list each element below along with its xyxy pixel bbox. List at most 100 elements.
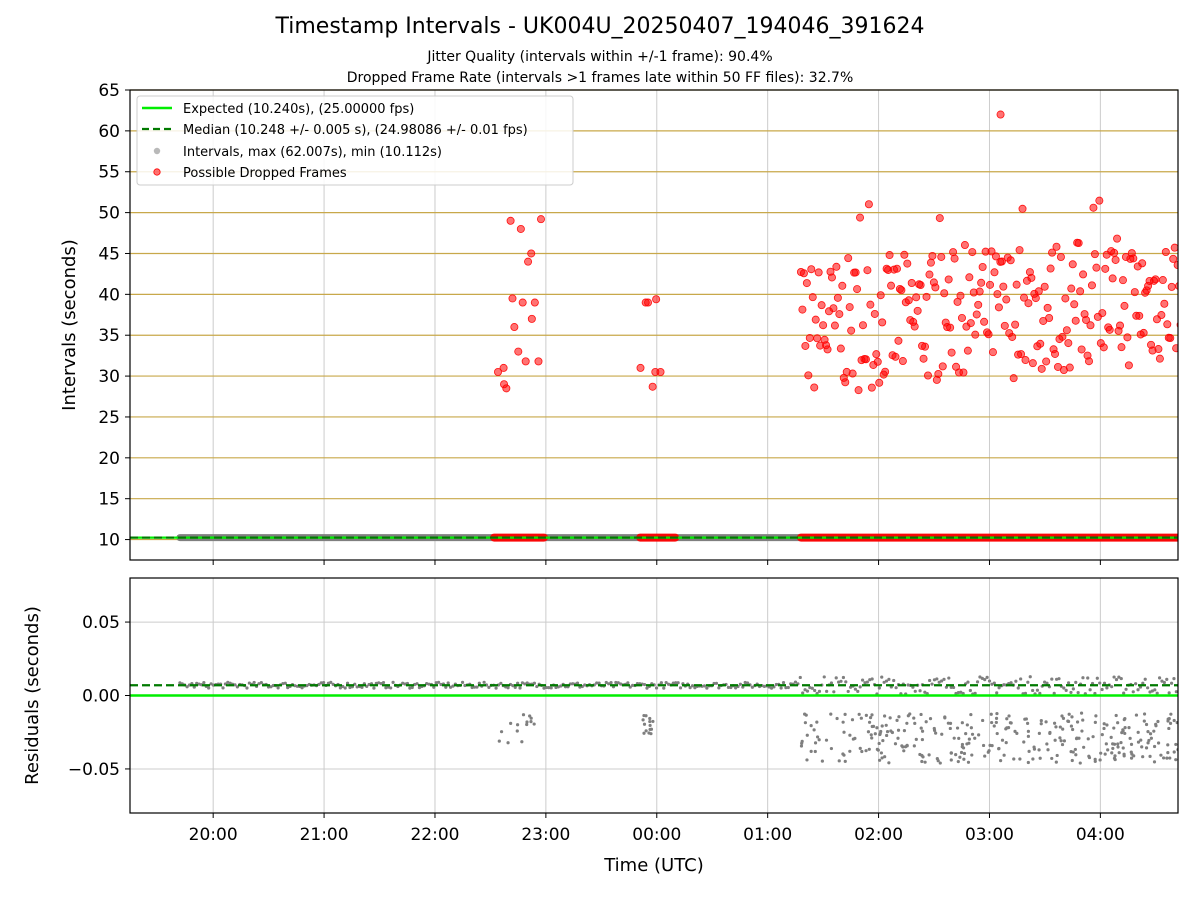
dropped-frame-point [957,313,966,322]
dropped-frame-point [950,254,959,263]
residual-point [978,675,982,679]
residual-point [1134,682,1138,686]
residual-point [1127,725,1131,730]
residual-point [257,682,261,686]
residual-point [902,749,906,753]
residual-point [890,730,895,735]
residual-point [178,681,182,685]
dropped-frame-point [960,241,969,250]
residual-point [934,731,938,735]
residual-point [1076,691,1080,695]
residual-point [518,686,522,690]
residual-point [1142,719,1146,723]
dropped-frame-point [652,295,661,304]
residual-point [1002,683,1006,687]
residual-point [649,727,654,731]
top-y-tick-label: 20 [98,449,120,469]
residual-point [209,682,213,686]
residual-point [969,726,973,730]
dropped-frame-point [1161,248,1170,257]
residual-point [734,686,738,690]
residual-point [644,729,648,733]
dropped-frame-point [903,259,912,268]
dropped-frame-point [881,367,890,376]
residual-point [848,749,852,753]
dropped-frame-point [1061,294,1070,303]
residual-point [817,738,821,742]
residual-point [897,715,901,719]
residual-point [1070,758,1074,763]
residual-point [676,681,680,685]
dropped-frame-point [894,336,903,345]
residual-point [1071,727,1075,732]
dropped-frame-point [1135,311,1144,320]
residual-point [487,685,491,690]
residual-point [1074,680,1078,684]
dropped-frame-point [1111,255,1120,264]
dropped-frame-point [1042,357,1051,366]
residual-point [1152,729,1156,733]
residual-point [966,760,971,764]
residual-point [607,682,611,686]
dropped-frame-point [1064,339,1073,348]
residual-point [906,683,910,687]
residual-point [949,758,953,762]
dropped-frame-point [805,333,814,342]
dropped-frame-point [807,265,816,274]
dropped-frame-point [1043,303,1052,312]
dropped-frame-point [527,249,536,258]
residual-point [1061,716,1066,720]
residual-point [506,741,510,745]
residual-point [995,711,999,716]
residual-point [870,677,874,681]
residual-point [919,712,923,717]
dropped-frame-point [1129,254,1138,263]
residual-point [923,760,927,764]
top-y-tick-label: 45 [98,244,120,264]
dropped-frame-point [904,296,913,305]
residual-point [207,686,211,690]
dropped-frame-point [1172,344,1178,353]
residual-point [973,691,977,695]
dropped-frame-point [1000,321,1009,330]
residual-point [1070,715,1074,719]
bottom-y-tick-label: 0.05 [82,613,120,633]
residual-point [815,691,819,696]
dropped-frame-point [897,286,906,295]
residual-point [1136,688,1140,692]
residual-point [745,681,750,685]
dropped-frame-point [1118,276,1127,285]
residual-point [559,684,563,688]
residual-point [1165,677,1169,681]
residual-point [648,719,652,724]
dropped-frame-point [1052,242,1061,251]
residual-point [626,681,630,685]
dropped-frame-point [502,384,511,393]
residual-point [1144,746,1149,750]
dropped-frame-point [971,330,980,339]
dropped-frame-point [1124,361,1133,370]
residual-point [1119,740,1123,745]
residual-point [1098,681,1102,685]
residual-point [951,685,956,690]
residual-point [774,682,778,687]
residual-point [810,686,814,690]
residual-point [900,744,904,748]
residual-point [1093,691,1097,696]
dropped-frame-point [994,303,1003,312]
residual-point [793,680,798,684]
residual-point [714,681,719,685]
residual-point [842,730,846,734]
residual-point [374,681,378,685]
dropped-frame-point [935,214,944,223]
residual-point [1093,720,1097,724]
dropped-frame-point [991,252,1000,261]
dropped-frame-point [1139,328,1148,337]
bottom-panel-data [130,675,1178,765]
residual-point [896,736,900,740]
dropped-frame-point [944,275,953,284]
residual-point [1168,721,1173,726]
residual-point [995,691,999,695]
residual-point [645,686,649,690]
residual-point [815,735,820,739]
